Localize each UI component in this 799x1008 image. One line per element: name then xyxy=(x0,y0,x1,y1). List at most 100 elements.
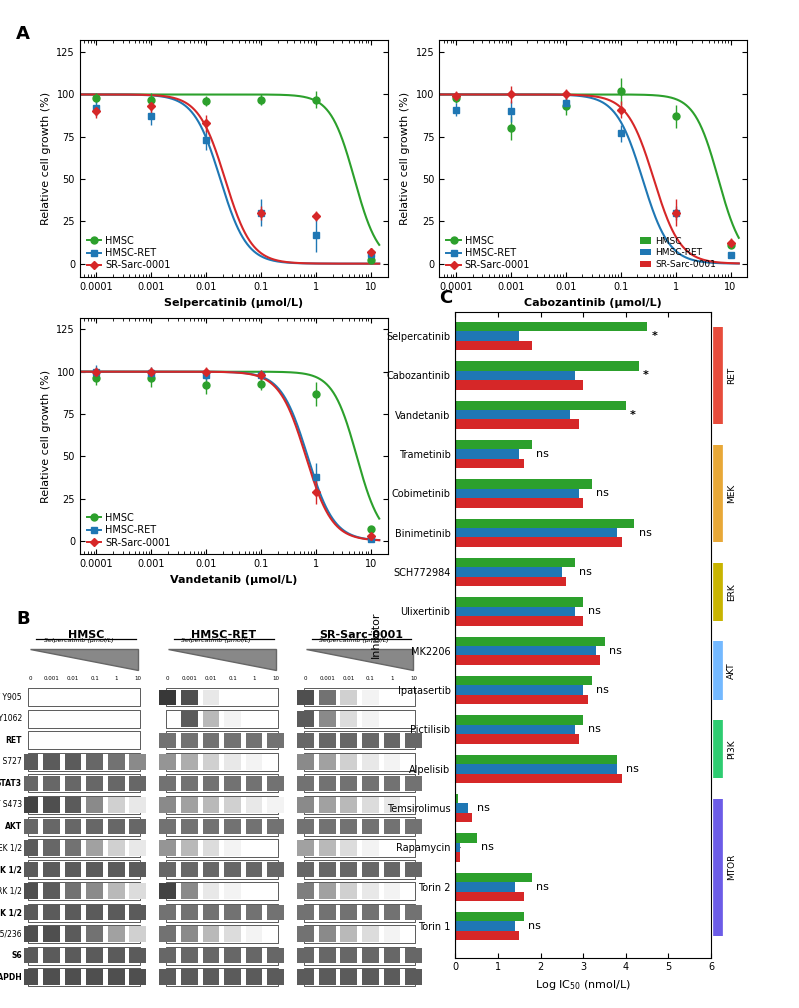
Text: SR-Sarc-0001: SR-Sarc-0001 xyxy=(320,630,403,640)
Bar xyxy=(319,970,336,985)
Bar xyxy=(65,776,81,791)
Bar xyxy=(455,459,523,469)
Bar xyxy=(319,712,336,727)
X-axis label: Vandetanib (μmol/L): Vandetanib (μmol/L) xyxy=(170,575,297,585)
Bar xyxy=(166,796,278,814)
Text: HMSC-RET: HMSC-RET xyxy=(191,630,256,640)
Bar xyxy=(225,970,240,985)
Bar xyxy=(65,862,81,877)
Bar xyxy=(362,818,379,835)
Bar xyxy=(319,754,336,770)
Bar xyxy=(297,926,314,941)
Bar xyxy=(455,794,458,803)
Bar xyxy=(203,862,219,877)
Text: 0.01: 0.01 xyxy=(67,675,79,680)
Bar xyxy=(319,905,336,920)
Bar xyxy=(129,818,146,835)
Bar xyxy=(405,970,422,985)
Bar xyxy=(362,883,379,899)
Text: ns: ns xyxy=(536,450,549,459)
Bar xyxy=(181,733,197,748)
Text: B: B xyxy=(16,610,30,628)
Bar xyxy=(455,734,579,744)
Bar xyxy=(203,733,219,748)
Bar xyxy=(203,689,219,706)
Bar xyxy=(181,689,197,706)
Bar xyxy=(181,905,197,920)
Bar xyxy=(203,797,219,812)
Bar xyxy=(297,712,314,727)
Legend: HMSC, HMSC-RET, SR-Sarc-0001: HMSC, HMSC-RET, SR-Sarc-0001 xyxy=(444,234,532,272)
Bar xyxy=(160,733,176,748)
Text: MEK: MEK xyxy=(727,484,736,503)
Bar xyxy=(86,797,103,812)
Bar xyxy=(384,926,400,941)
Bar xyxy=(129,841,146,856)
X-axis label: Cabozantinib (μmol/L): Cabozantinib (μmol/L) xyxy=(524,297,662,307)
Bar xyxy=(304,968,415,986)
Bar xyxy=(384,970,400,985)
Bar xyxy=(246,776,262,791)
Bar xyxy=(405,905,422,920)
Bar xyxy=(405,818,422,835)
Bar xyxy=(455,410,570,419)
Bar xyxy=(268,905,284,920)
Bar xyxy=(43,905,60,920)
Text: ns: ns xyxy=(536,882,549,892)
Bar xyxy=(268,733,284,748)
Bar xyxy=(304,903,415,921)
Bar xyxy=(340,841,357,856)
Bar xyxy=(65,797,81,812)
Bar xyxy=(43,862,60,877)
Bar xyxy=(455,598,583,607)
Bar xyxy=(268,818,284,835)
Bar xyxy=(455,882,515,891)
Bar xyxy=(203,905,219,920)
Bar xyxy=(384,733,400,748)
Bar xyxy=(246,733,262,748)
Text: RET: RET xyxy=(6,736,22,745)
Bar xyxy=(181,948,197,964)
Bar xyxy=(455,685,583,695)
Text: HMSC: HMSC xyxy=(68,630,104,640)
Bar xyxy=(340,970,357,985)
Text: MTOR: MTOR xyxy=(727,854,736,880)
Bar xyxy=(65,905,81,920)
Bar xyxy=(22,776,38,791)
Bar xyxy=(181,862,197,877)
Bar xyxy=(22,797,38,812)
Bar xyxy=(225,818,240,835)
Bar xyxy=(65,883,81,899)
Bar xyxy=(65,754,81,770)
Bar xyxy=(304,753,415,771)
Polygon shape xyxy=(306,648,414,670)
Bar xyxy=(181,841,197,856)
Bar xyxy=(181,883,197,899)
Text: RET: RET xyxy=(727,367,736,384)
Bar xyxy=(297,754,314,770)
Bar xyxy=(160,754,176,770)
Bar xyxy=(319,776,336,791)
Text: 0.001: 0.001 xyxy=(320,675,335,680)
Bar xyxy=(86,905,103,920)
Text: AKT: AKT xyxy=(5,822,22,831)
Bar xyxy=(297,797,314,812)
Bar xyxy=(362,754,379,770)
Bar xyxy=(22,841,38,856)
Bar xyxy=(203,970,219,985)
Bar xyxy=(455,764,618,773)
Bar xyxy=(203,776,219,791)
Bar xyxy=(455,930,519,940)
Bar xyxy=(340,797,357,812)
Bar xyxy=(86,776,103,791)
Bar xyxy=(160,970,176,985)
Text: AKT: AKT xyxy=(727,662,736,678)
Text: P-ERK 1/2: P-ERK 1/2 xyxy=(0,886,22,895)
Text: 0: 0 xyxy=(28,675,32,680)
Text: ns: ns xyxy=(596,489,609,498)
Bar xyxy=(28,688,140,707)
Bar xyxy=(86,970,103,985)
Bar xyxy=(203,926,219,941)
Bar xyxy=(160,883,176,899)
Bar xyxy=(304,947,415,965)
